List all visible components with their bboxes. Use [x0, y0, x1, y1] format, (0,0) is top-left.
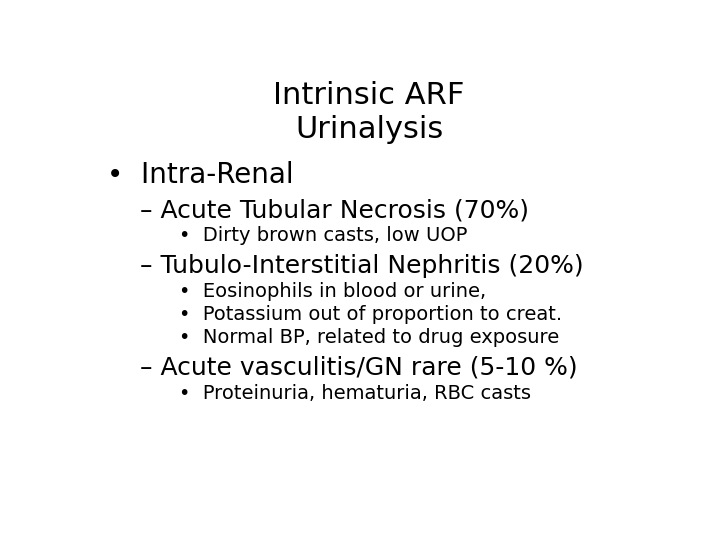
Text: – Tubulo-Interstitial Nephritis (20%): – Tubulo-Interstitial Nephritis (20%) [140, 254, 584, 278]
Text: •  Dirty brown casts, low UOP: • Dirty brown casts, low UOP [179, 226, 468, 245]
Text: •  Proteinuria, hematuria, RBC casts: • Proteinuria, hematuria, RBC casts [179, 384, 531, 403]
Text: •  Normal BP, related to drug exposure: • Normal BP, related to drug exposure [179, 328, 559, 347]
Text: •  Eosinophils in blood or urine,: • Eosinophils in blood or urine, [179, 282, 487, 301]
Text: •  Potassium out of proportion to creat.: • Potassium out of proportion to creat. [179, 305, 562, 324]
Text: •  Intra-Renal: • Intra-Renal [107, 161, 293, 189]
Text: – Acute vasculitis/GN rare (5-10 %): – Acute vasculitis/GN rare (5-10 %) [140, 355, 578, 379]
Text: Intrinsic ARF
Urinalysis: Intrinsic ARF Urinalysis [274, 81, 464, 145]
Text: – Acute Tubular Necrosis (70%): – Acute Tubular Necrosis (70%) [140, 198, 529, 222]
